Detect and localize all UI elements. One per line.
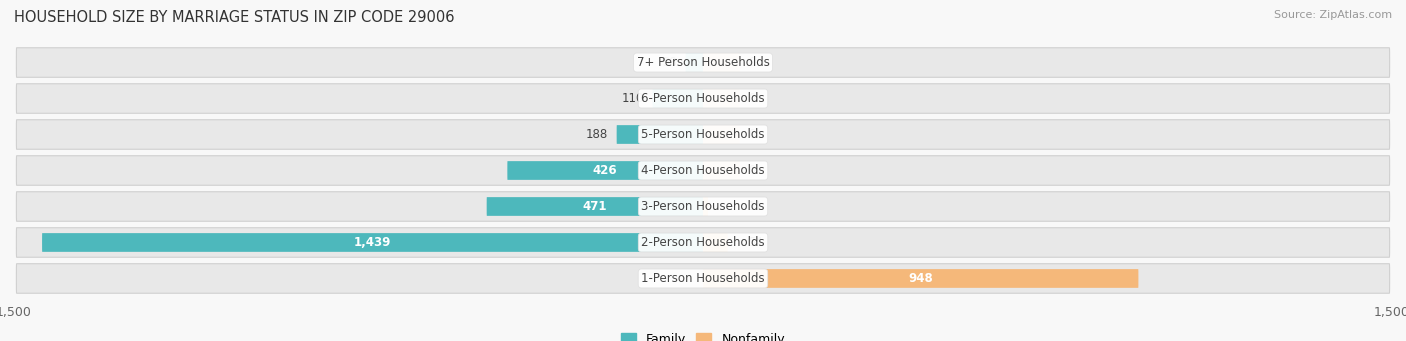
Text: 426: 426 <box>593 164 617 177</box>
Text: 1,439: 1,439 <box>354 236 391 249</box>
Text: 54: 54 <box>748 236 763 249</box>
FancyBboxPatch shape <box>703 161 740 180</box>
Text: 1-Person Households: 1-Person Households <box>641 272 765 285</box>
FancyBboxPatch shape <box>703 197 709 216</box>
FancyBboxPatch shape <box>42 233 703 252</box>
FancyBboxPatch shape <box>17 48 1389 77</box>
Text: 0: 0 <box>748 128 755 141</box>
FancyBboxPatch shape <box>17 264 1389 293</box>
Text: Source: ZipAtlas.com: Source: ZipAtlas.com <box>1274 10 1392 20</box>
Text: 0: 0 <box>748 92 755 105</box>
FancyBboxPatch shape <box>17 156 1389 185</box>
FancyBboxPatch shape <box>686 53 703 72</box>
Text: 471: 471 <box>582 200 607 213</box>
FancyBboxPatch shape <box>703 233 728 252</box>
FancyBboxPatch shape <box>652 89 703 108</box>
FancyBboxPatch shape <box>17 120 1389 149</box>
Text: 0: 0 <box>748 164 755 177</box>
FancyBboxPatch shape <box>703 125 740 144</box>
FancyBboxPatch shape <box>486 197 703 216</box>
Text: 0: 0 <box>748 56 755 69</box>
FancyBboxPatch shape <box>703 269 1139 288</box>
Text: 38: 38 <box>662 56 678 69</box>
FancyBboxPatch shape <box>17 228 1389 257</box>
FancyBboxPatch shape <box>17 84 1389 113</box>
Text: 4-Person Households: 4-Person Households <box>641 164 765 177</box>
FancyBboxPatch shape <box>617 125 703 144</box>
Text: HOUSEHOLD SIZE BY MARRIAGE STATUS IN ZIP CODE 29006: HOUSEHOLD SIZE BY MARRIAGE STATUS IN ZIP… <box>14 10 454 25</box>
FancyBboxPatch shape <box>17 192 1389 221</box>
Text: 2-Person Households: 2-Person Households <box>641 236 765 249</box>
Text: 3-Person Households: 3-Person Households <box>641 200 765 213</box>
Text: 948: 948 <box>908 272 934 285</box>
FancyBboxPatch shape <box>703 89 740 108</box>
Legend: Family, Nonfamily: Family, Nonfamily <box>616 328 790 341</box>
Text: 7+ Person Households: 7+ Person Households <box>637 56 769 69</box>
Text: 188: 188 <box>586 128 609 141</box>
Text: 6-Person Households: 6-Person Households <box>641 92 765 105</box>
FancyBboxPatch shape <box>703 53 740 72</box>
Text: 5-Person Households: 5-Person Households <box>641 128 765 141</box>
Text: 11: 11 <box>748 200 763 213</box>
FancyBboxPatch shape <box>508 161 703 180</box>
Text: 110: 110 <box>621 92 644 105</box>
